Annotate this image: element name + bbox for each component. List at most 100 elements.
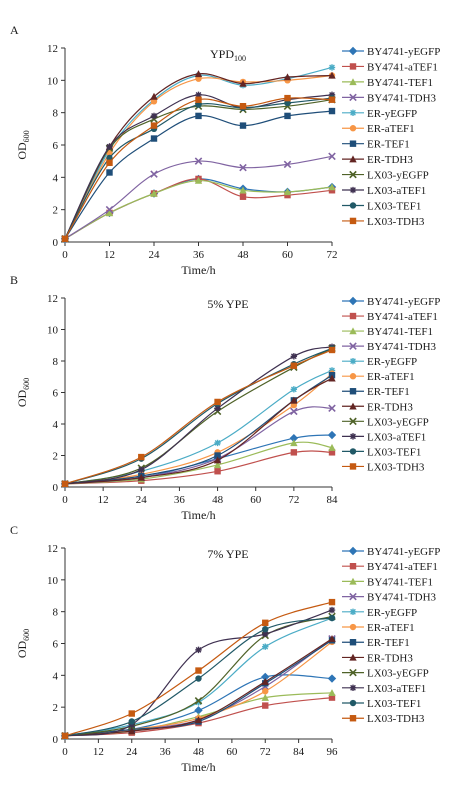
- data-point: [262, 619, 269, 627]
- series-line: [64, 178, 333, 240]
- legend-entry: LX03-yEGFP: [342, 416, 429, 428]
- legend-entry: LX03-aTEF1: [342, 431, 426, 443]
- legend-label: LX03-aTEF1: [367, 185, 426, 197]
- x-axis-label: Time/h: [181, 760, 215, 774]
- y-tick-label: 10: [47, 325, 59, 337]
- y-tick-label: 0: [53, 734, 59, 746]
- x-tick-label: 0: [62, 494, 68, 506]
- data-point: [261, 678, 269, 685]
- legend-marker: [349, 639, 357, 646]
- data-point: [239, 193, 247, 200]
- y-tick-label: 4: [53, 172, 59, 184]
- data-point: [262, 688, 269, 695]
- legend-label: ER-TEF1: [367, 637, 410, 649]
- data-point: [150, 189, 158, 197]
- panel-label: C: [10, 523, 18, 537]
- data-point: [239, 186, 247, 194]
- data-point: [214, 452, 221, 459]
- legend-marker: [349, 78, 357, 86]
- data-point: [239, 79, 247, 87]
- x-tick-label: 96: [327, 746, 339, 758]
- data-point: [195, 667, 202, 674]
- data-point: [105, 205, 114, 214]
- legend-label: BY4741-yEGFP: [367, 46, 440, 58]
- series-line: [64, 179, 333, 240]
- data-point: [290, 396, 298, 404]
- x-tick-label: 0: [62, 249, 68, 261]
- y-tick-label: 8: [53, 108, 59, 120]
- legend-entry: LX03-aTEF1: [342, 683, 426, 695]
- data-point: [128, 718, 135, 725]
- legend-marker: [349, 202, 357, 209]
- legend-entry: ER-aTEF1: [342, 123, 415, 135]
- y-axis-label: OD600: [15, 378, 31, 407]
- y-axis-label-subscript: 600: [22, 378, 31, 390]
- data-point: [328, 449, 336, 456]
- legend-entry: BY4741-aTEF1: [342, 311, 438, 323]
- data-point: [137, 473, 145, 481]
- legend-entry: BY4741-TEF1: [342, 77, 433, 89]
- legend-marker: [349, 186, 357, 194]
- legend-marker: [348, 546, 358, 556]
- x-tick-label: 60: [282, 249, 294, 261]
- legend-label: LX03-TEF1: [367, 200, 421, 212]
- legend-entry: ER-TEF1: [342, 637, 410, 649]
- series-by4741-yegfp: [60, 174, 337, 243]
- legend-label: ER-TEF1: [367, 139, 410, 151]
- data-point: [214, 398, 221, 406]
- legend-marker: [349, 563, 357, 570]
- data-point: [239, 163, 247, 172]
- data-point: [214, 468, 221, 475]
- data-point: [239, 103, 247, 110]
- data-point: [328, 614, 336, 622]
- legend-label: BY4741-aTEF1: [367, 61, 438, 73]
- legend-label: LX03-TEF1: [367, 698, 421, 710]
- data-point: [284, 99, 291, 107]
- data-point: [328, 187, 336, 194]
- data-point: [328, 183, 336, 191]
- legend-label: BY4741-TEF1: [367, 77, 433, 89]
- legend-marker: [349, 433, 357, 440]
- x-tick-label: 24: [149, 249, 161, 261]
- x-tick-label: 60: [250, 494, 262, 506]
- legend-entry: LX03-TDH3: [342, 461, 425, 473]
- data-point: [213, 456, 222, 464]
- legend-entry: ER-yEGFP: [342, 108, 417, 120]
- data-point: [239, 122, 247, 129]
- data-point: [328, 346, 336, 354]
- legend-label: ER-yEGFP: [367, 108, 417, 120]
- legend-marker: [349, 388, 357, 395]
- data-point: [327, 430, 337, 440]
- legend-entry: BY4741-yEGFP: [342, 46, 440, 58]
- x-tick-label: 36: [193, 249, 205, 261]
- data-point: [194, 706, 203, 715]
- x-tick-label: 48: [193, 746, 205, 758]
- data-point: [128, 727, 136, 735]
- data-point: [214, 439, 221, 447]
- legend-entry: BY4741-TDH3: [342, 592, 437, 604]
- data-point: [290, 353, 298, 360]
- data-point: [195, 675, 202, 682]
- y-tick-label: 8: [53, 356, 59, 368]
- y-tick-label: 4: [53, 419, 59, 431]
- data-point: [327, 674, 337, 683]
- legend-entry: ER-aTEF1: [342, 371, 415, 383]
- panel-label: A: [10, 23, 19, 37]
- legend-marker: [349, 93, 357, 102]
- y-tick-label: 4: [53, 670, 59, 682]
- data-point: [289, 433, 299, 443]
- legend-entry: ER-yEGFP: [342, 356, 417, 368]
- legend-marker: [349, 577, 357, 585]
- legend-marker: [349, 592, 357, 601]
- legend-entry: ER-TEF1: [342, 386, 410, 398]
- data-point: [106, 154, 113, 162]
- data-point: [328, 107, 336, 115]
- legend-label: BY4741-TDH3: [367, 92, 437, 104]
- data-point: [290, 362, 298, 369]
- legend-marker: [349, 668, 357, 677]
- legend-entry: BY4741-yEGFP: [342, 546, 440, 558]
- condition-annotation: 5% YPE: [207, 297, 248, 311]
- data-point: [150, 170, 158, 178]
